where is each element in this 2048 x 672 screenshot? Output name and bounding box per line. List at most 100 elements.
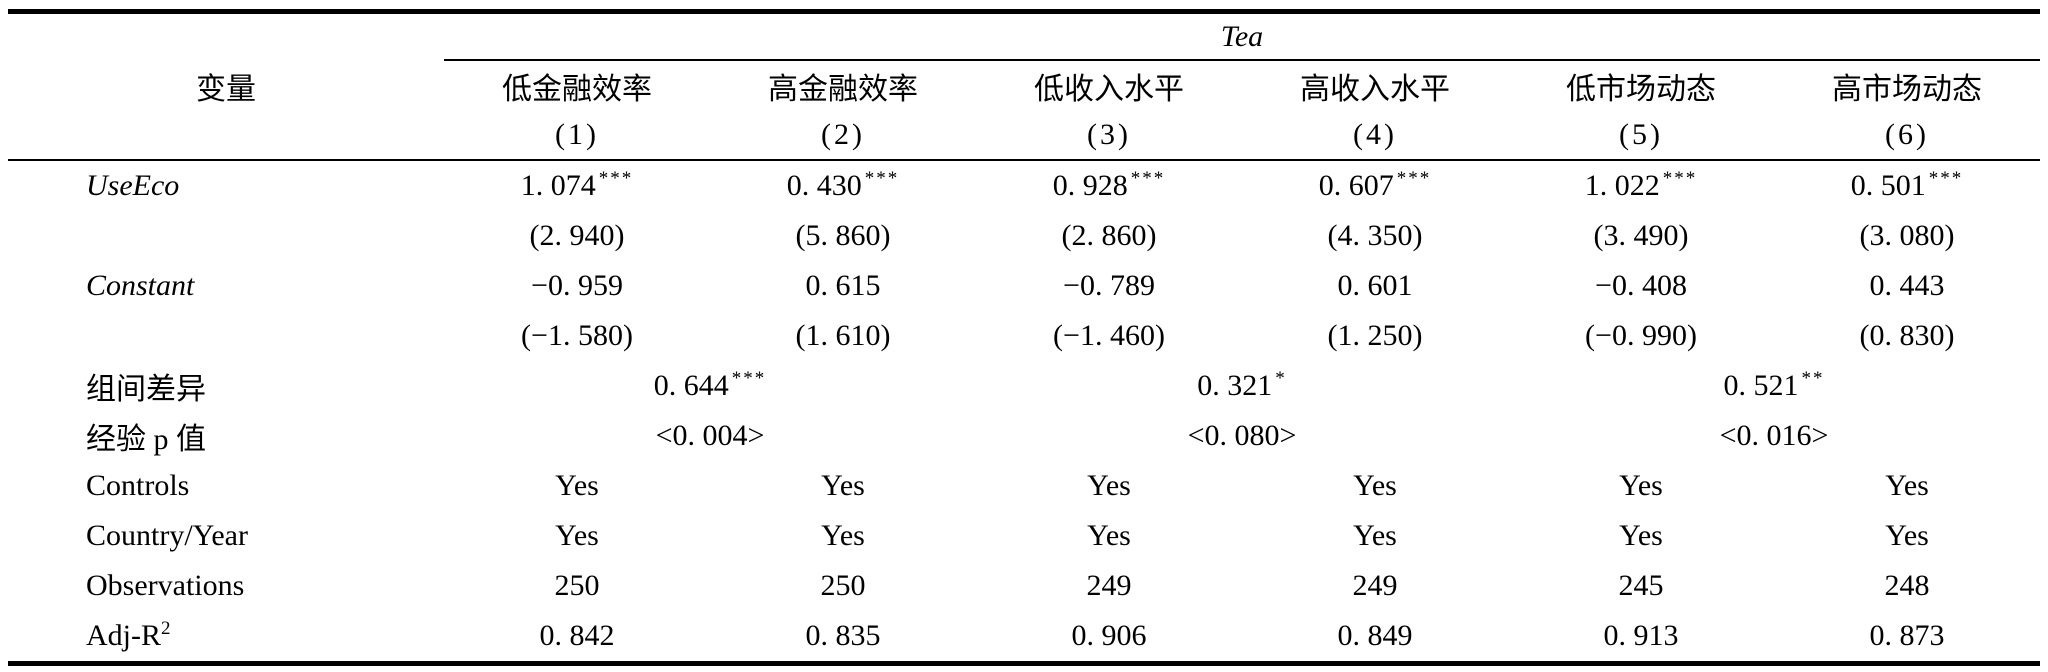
cell-useeco-6: 0. 501 ***: [1774, 160, 2040, 211]
adj-r2-exponent: 2: [161, 618, 171, 639]
significance-stars: ***: [1130, 168, 1166, 189]
column-number-1: (1): [444, 111, 710, 161]
row-constant-tstats: (−1. 580) (1. 610) (−1. 460) (1. 250) (−…: [8, 311, 2040, 361]
cell-country-year-5: Yes: [1619, 519, 1663, 552]
cell-useeco-5: 1. 022 ***: [1508, 160, 1774, 211]
cell-country-year-6: Yes: [1885, 519, 1929, 552]
row-useeco-tstats: (2. 940) (5. 860) (2. 860) (4. 350) (3. …: [8, 211, 2040, 261]
cell-controls-6: Yes: [1885, 469, 1929, 502]
cell-constant-4: 0. 601: [1337, 269, 1413, 302]
cell-group-diff-1: 0. 644 ***: [444, 361, 976, 411]
coef-value: 0. 644: [653, 369, 729, 402]
cell-country-year-4: Yes: [1353, 519, 1397, 552]
cell-group-diff-2: 0. 321 *: [976, 361, 1508, 411]
cell-observations-2: 250: [820, 569, 866, 602]
cell-controls-3: Yes: [1087, 469, 1131, 502]
row-label-adj-r2: Adj-R2: [8, 611, 444, 664]
cell-useeco-t-4: (4. 350): [1327, 219, 1423, 252]
row-label-empty: [8, 311, 444, 361]
cell-constant-t-4: (1. 250): [1327, 319, 1423, 352]
cell-adj-r2-2: 0. 835: [805, 619, 881, 652]
significance-stars: ***: [1662, 168, 1698, 189]
regression-results-table: Tea 变量 低金融效率 高金融效率 低收入水平 高收入水平 低市场动态 高市场…: [8, 9, 2041, 666]
significance-stars: **: [1801, 368, 1825, 389]
column-header-variable: 变量: [196, 72, 256, 106]
column-header-low-income-level: 低收入水平: [1034, 73, 1184, 106]
column-header-high-market-dynamics: 高市场动态: [1832, 73, 1983, 106]
cell-useeco-t-1: (2. 940): [529, 219, 625, 252]
row-label-group-difference: 组间差异: [86, 373, 206, 406]
significance-stars: ***: [864, 168, 900, 189]
span-header-row: Tea: [8, 11, 2041, 61]
cell-country-year-2: Yes: [821, 519, 865, 552]
cell-controls-4: Yes: [1353, 469, 1397, 502]
significance-stars: ***: [731, 368, 767, 389]
column-number-6: (6): [1774, 111, 2041, 161]
significance-stars: ***: [1396, 168, 1432, 189]
cell-adj-r2-3: 0. 906: [1071, 619, 1147, 652]
row-country-year: Country/Year Yes Yes Yes Yes Yes Yes: [8, 511, 2040, 561]
cell-controls-2: Yes: [821, 469, 865, 502]
cell-useeco-t-6: (3. 080): [1859, 219, 1955, 252]
cell-useeco-t-3: (2. 860): [1061, 219, 1157, 252]
row-between-group-difference: 组间差异 0. 644 *** 0. 321 * 0. 521 **: [8, 361, 2040, 411]
cell-observations-5: 245: [1618, 569, 1664, 602]
cell-empirical-p-2: <0. 080>: [1187, 419, 1297, 452]
significance-stars: *: [1275, 368, 1287, 389]
adj-r2-label: Adj-R: [86, 619, 161, 652]
cell-empirical-p-1: <0. 004>: [655, 419, 765, 452]
column-number-5: (5): [1508, 111, 1774, 161]
cell-constant-6: 0. 443: [1869, 269, 1945, 302]
coef-value: 0. 928: [1052, 169, 1128, 202]
cell-useeco-4: 0. 607 ***: [1242, 160, 1508, 211]
significance-stars: ***: [1928, 168, 1964, 189]
coef-value: 0. 430: [786, 169, 862, 202]
cell-country-year-3: Yes: [1087, 519, 1131, 552]
coef-value: 1. 022: [1584, 169, 1660, 202]
row-label-controls: Controls: [86, 469, 190, 502]
cell-constant-t-6: (0. 830): [1859, 319, 1955, 352]
row-observations: Observations 250 250 249 249 245 248: [8, 561, 2040, 611]
cell-group-diff-3: 0. 521 **: [1508, 361, 2040, 411]
row-label-empirical-p: 经验 p 值: [86, 423, 206, 456]
coef-value: 0. 607: [1318, 169, 1394, 202]
cell-observations-6: 248: [1884, 569, 1930, 602]
cell-constant-5: −0. 408: [1595, 269, 1687, 302]
coef-value: 0. 321: [1197, 369, 1273, 402]
row-empirical-p-value: 经验 p 值 <0. 004> <0. 080> <0. 016>: [8, 411, 2040, 461]
row-adj-r2: Adj-R2 0. 842 0. 835 0. 906 0. 849 0. 91…: [8, 611, 2040, 664]
cell-adj-r2-5: 0. 913: [1603, 619, 1679, 652]
corner-blank-cell: [8, 12, 444, 61]
cell-constant-t-1: (−1. 580): [521, 319, 633, 352]
cell-useeco-2: 0. 430 ***: [710, 160, 976, 211]
coef-value: 0. 501: [1850, 169, 1926, 202]
group-header-row: 变量 低金融效率 高金融效率 低收入水平 高收入水平 低市场动态 高市场动态: [8, 60, 2040, 111]
cell-observations-4: 249: [1352, 569, 1398, 602]
cell-useeco-t-5: (3. 490): [1593, 219, 1689, 252]
cell-controls-1: Yes: [555, 469, 599, 502]
cell-controls-5: Yes: [1619, 469, 1663, 502]
column-header-low-market-dynamics: 低市场动态: [1566, 73, 1716, 106]
cell-useeco-1: 1. 074 ***: [444, 160, 710, 211]
row-label-useeco: UseEco: [86, 169, 180, 202]
cell-observations-3: 249: [1086, 569, 1132, 602]
cell-constant-t-2: (1. 610): [795, 319, 891, 352]
column-number-4: (4): [1242, 111, 1508, 161]
column-header-low-financial-efficiency: 低金融效率: [502, 73, 652, 106]
cell-empirical-p-3: <0. 016>: [1719, 419, 1829, 452]
column-header-high-income-level: 高收入水平: [1300, 73, 1450, 106]
row-useeco-coefficients: UseEco 1. 074 *** 0. 430 *** 0. 928 *** 0. …: [8, 160, 2040, 211]
column-number-row: (1) (2) (3) (4) (5) (6): [8, 111, 2041, 161]
cell-constant-t-5: (−0. 990): [1585, 319, 1697, 352]
row-label-constant: Constant: [86, 269, 195, 302]
column-number-3: (3): [976, 111, 1242, 161]
column-header-high-financial-efficiency: 高金融效率: [768, 73, 918, 106]
cell-country-year-1: Yes: [555, 519, 599, 552]
cell-adj-r2-4: 0. 849: [1337, 619, 1413, 652]
significance-stars: ***: [598, 168, 634, 189]
row-controls: Controls Yes Yes Yes Yes Yes Yes: [8, 461, 2040, 511]
cell-constant-1: −0. 959: [531, 269, 623, 302]
cell-constant-3: −0. 789: [1063, 269, 1155, 302]
row-label-observations: Observations: [86, 569, 245, 602]
paper-table: Tea 变量 低金融效率 高金融效率 低收入水平 高收入水平 低市场动态 高市场…: [8, 9, 2041, 666]
